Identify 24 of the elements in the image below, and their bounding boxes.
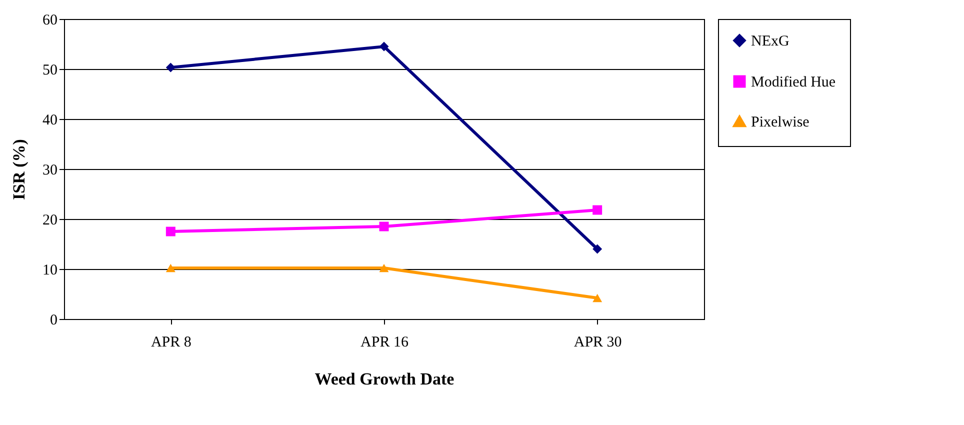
legend-label: Pixelwise <box>751 114 810 130</box>
y-tick-label: 0 <box>50 312 58 328</box>
legend-label: Modified Hue <box>751 74 836 90</box>
x-tick-label: APR 8 <box>150 334 192 350</box>
y-tick-label: 30 <box>42 162 58 178</box>
point <box>166 62 176 72</box>
x-tick-label: APR 30 <box>574 334 622 350</box>
point <box>379 222 389 232</box>
point <box>166 264 176 272</box>
y-tick-label: 60 <box>42 12 58 28</box>
y-axis-title: ISR (%) <box>10 139 28 200</box>
point <box>592 244 602 254</box>
y-tick-label: 20 <box>42 212 58 228</box>
y-tick-label: 10 <box>42 262 58 278</box>
y-tick-label: 40 <box>42 112 58 128</box>
point <box>592 294 602 302</box>
point <box>166 226 176 236</box>
point <box>379 264 389 272</box>
x-axis-title: Weed Growth Date <box>314 370 455 388</box>
point <box>379 42 389 52</box>
legend-label: NExG <box>751 34 790 50</box>
point <box>592 205 602 215</box>
x-tick-label: APR 16 <box>360 334 409 350</box>
y-tick-label: 50 <box>42 62 58 78</box>
